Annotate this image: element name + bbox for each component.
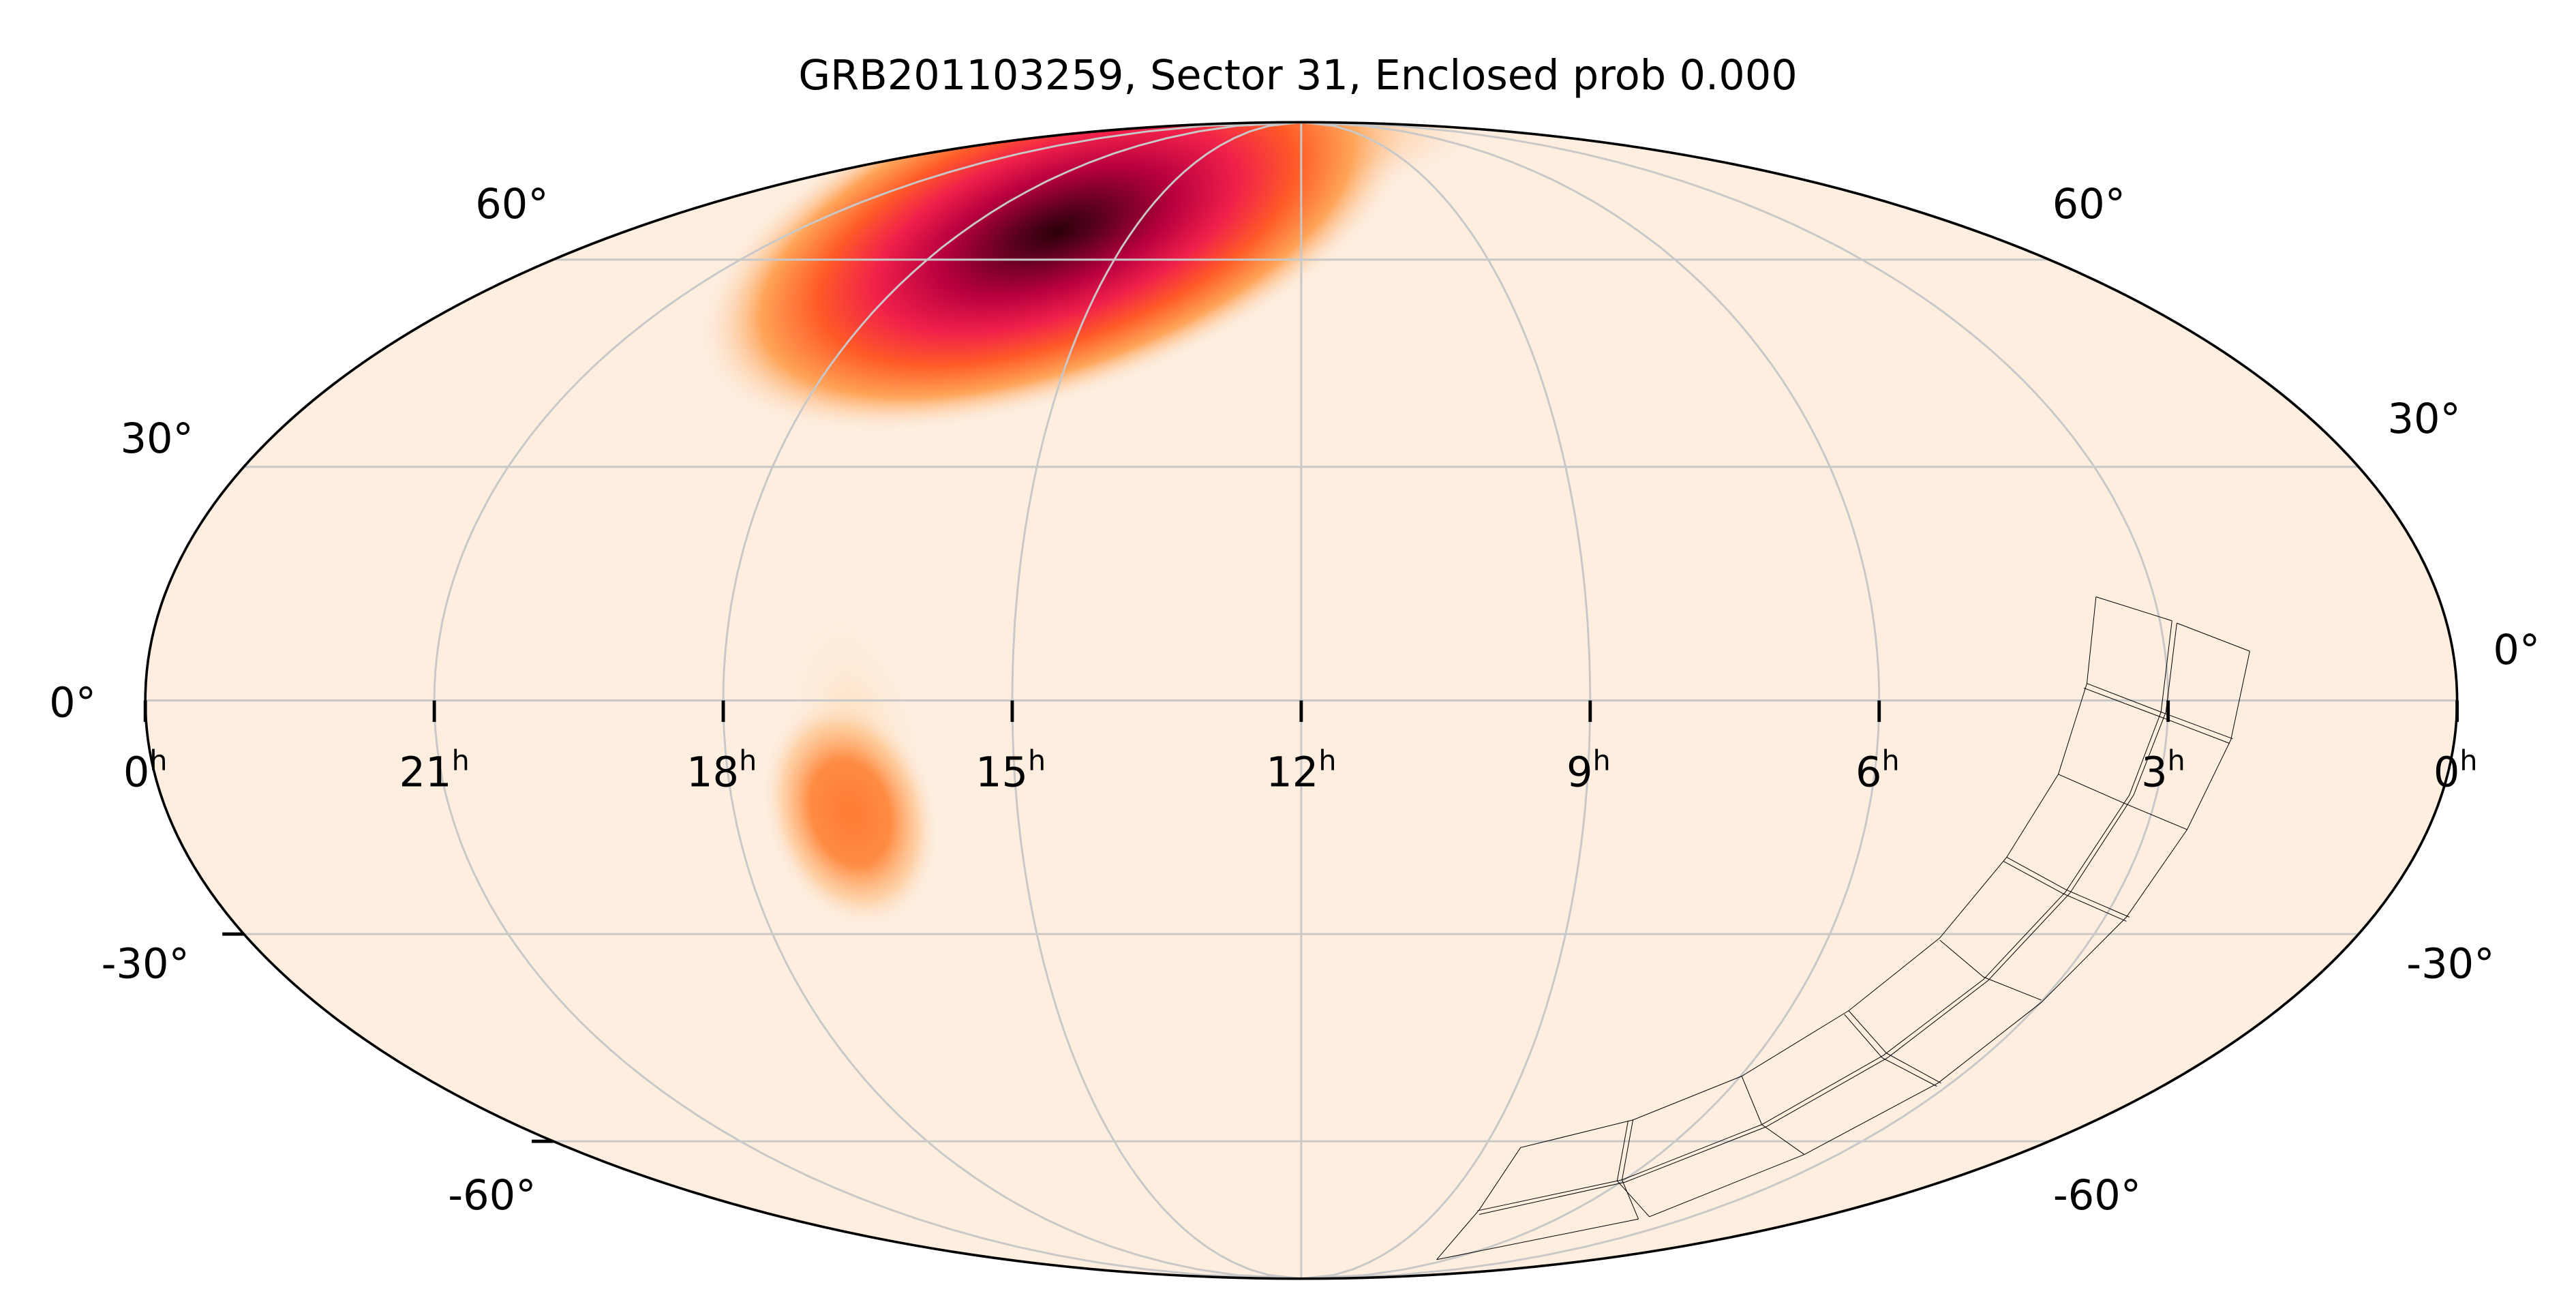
tess-footprint: [1437, 596, 2250, 1259]
y-tick-label-right: -60°: [2053, 1172, 2141, 1220]
ccd-divider: [1849, 1011, 1941, 1083]
footprint-left-edge: [1437, 596, 2096, 1259]
y-tick-label-left: -30°: [102, 941, 190, 988]
x-tick-label: 6h: [1855, 744, 1900, 796]
ccd-divider: [2087, 684, 2232, 739]
y-tick-label-left: -60°: [448, 1172, 536, 1220]
x-tick-label: 12h: [1266, 744, 1336, 796]
ccd-divider: [1622, 1120, 1639, 1219]
footprint-mid-edge-b: [1479, 623, 2177, 1214]
x-tick-label: 9h: [1566, 744, 1611, 796]
ccd-divider: [1617, 1121, 1649, 1217]
chart-title: GRB201103259, Sector 31, Enclosed prob 0…: [798, 52, 1798, 100]
ccd-divider: [1845, 1014, 1937, 1086]
x-tick-label: 0h: [2434, 744, 2478, 796]
footprint-top-edge: [2096, 596, 2172, 620]
x-tick-label: 3h: [2141, 744, 2185, 796]
y-tick-label-left: 0°: [49, 680, 96, 727]
y-tick-label-left: 60°: [475, 181, 548, 228]
y-tick-label-right: 0°: [2493, 626, 2540, 674]
y-tick-label-right: -30°: [2406, 941, 2494, 988]
ccd-divider: [2003, 862, 2126, 922]
y-tick-label-right: 60°: [2052, 181, 2125, 228]
ccd-divider: [1742, 1076, 1804, 1155]
y-tick-label-left: 30°: [120, 415, 193, 463]
footprint-outer-edge: [1650, 651, 2250, 1217]
ccd-divider: [2059, 774, 2187, 830]
footprint-bottom-edge: [1437, 1219, 1639, 1259]
x-tick-label: 15h: [975, 744, 1046, 796]
axis-ticks: [143, 700, 2459, 1143]
ccd-divider: [2007, 857, 2130, 917]
ccd-divider: [1940, 940, 2042, 1000]
x-tick-label: 0h: [123, 744, 168, 796]
y-tick-label-right: 30°: [2387, 395, 2460, 443]
ccd-divider: [2084, 688, 2230, 743]
footprint-top-edge: [2177, 623, 2249, 651]
footprint-mid-edge-a: [1477, 621, 2172, 1211]
x-tick-label: 18h: [686, 744, 757, 796]
x-tick-label: 21h: [399, 744, 470, 796]
x-tick-labels: 0h 21h 18h 15h 12h 9h 6h 3h 0h: [123, 744, 2478, 796]
heatmap-primary-peak: [695, 122, 1419, 434]
y-tick-labels: 60° 60° 30° 30° 0° 0° -30° -30° -60° -60…: [49, 181, 2540, 1220]
heatmap-secondary-peak: [761, 696, 940, 929]
